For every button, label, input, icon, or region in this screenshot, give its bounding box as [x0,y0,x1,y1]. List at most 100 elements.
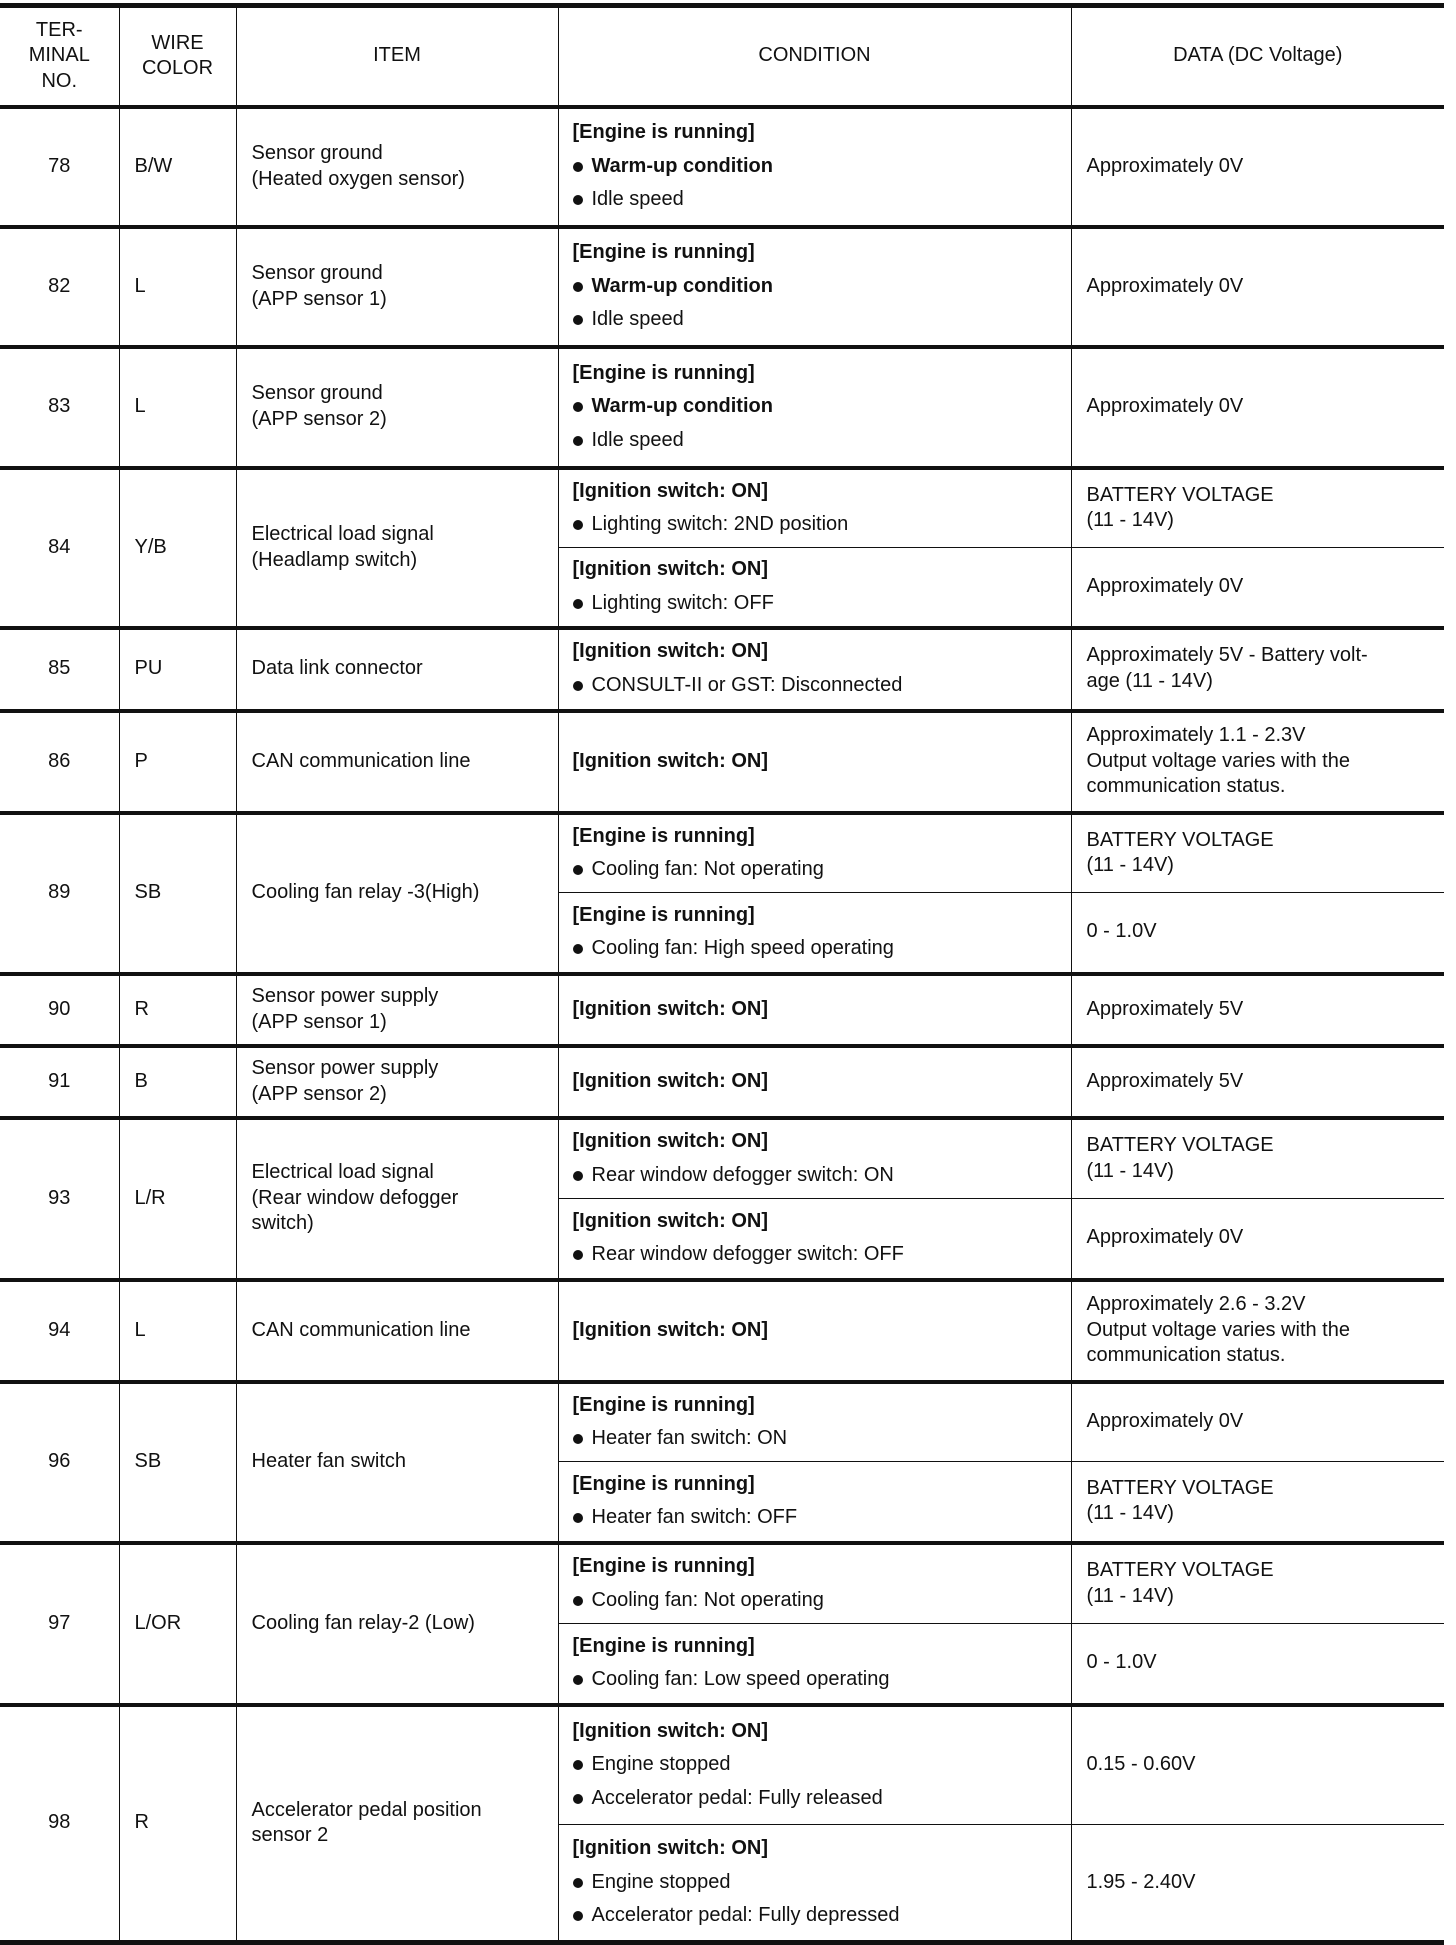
condition-bullet: Rear window defogger switch: OFF [572,1242,1057,1268]
condition-cell: [Engine is running] Warm-up condition Idle… [557,346,1072,468]
wire-color: L/R [118,1117,237,1280]
wire-color: R [118,973,237,1046]
item-description: Cooling fan relay -3(High) [235,812,559,974]
table-row: [Engine is running] Cooling fan: High spe… [0,892,1444,974]
wire-color: L [118,346,237,468]
terminal-no: 78 [0,106,120,227]
condition-cell: [Ignition switch: ON] [557,973,1072,1046]
condition-bullet: Rear window defogger switch: ON [572,1163,1057,1189]
wire-color: L [118,226,237,347]
bullet-icon [572,520,583,531]
item-description: Sensor power supply (APP sensor 1) [235,973,559,1046]
terminal-no: 83 [0,346,120,468]
condition-cell: [Ignition switch: ON] Engine stopped Accel… [558,1824,1072,1943]
condition-header: [Ignition switch: ON] [572,749,769,772]
dc-voltage-data: BATTERY VOLTAGE (11 - 14V) [1070,1542,1444,1624]
condition-header: [Engine is running] [572,1472,755,1495]
bullet-icon [572,1675,583,1686]
dc-voltage-data: Approximately 2.6 - 3.2V Output voltage … [1070,1279,1444,1382]
condition-cell: [Ignition switch: ON] Engine stopped Accel… [557,1704,1072,1825]
bullet-icon [572,1911,583,1922]
condition-header: [Engine is running] [572,1555,755,1578]
dc-voltage-data: Approximately 5V [1070,1045,1444,1118]
dc-voltage-data: Approximately 0V [1070,106,1444,227]
wire-color: R [118,1704,237,1943]
condition-bullet: Warm-up condition [572,394,1057,420]
table-row: 83 L Sensor ground (APP sensor 2) [Engine i… [0,346,1444,468]
terminal-no: 84 [0,467,120,628]
bullet-icon [572,1434,583,1445]
bullet-icon [572,1513,583,1524]
dc-voltage-data: 0.15 - 0.60V [1070,1704,1444,1825]
item-description: Electrical load signal (Headlamp switch) [235,467,559,628]
condition-cell: [Engine is running] Cooling fan: Not oper… [557,1542,1072,1624]
bullet-text: Heater fan switch: OFF [591,1506,798,1529]
bullet-text: Engine stopped [591,1753,731,1776]
dc-voltage-data: Approximately 0V [1070,346,1444,468]
condition-bullet: Cooling fan: High speed operating [572,936,1057,962]
table-row: 91 B Sensor power supply (APP sensor 2) [Ig… [0,1045,1444,1118]
table-row: 78 B/W Sensor ground (Heated oxygen sensor… [0,106,1444,227]
terminal-no: 90 [0,973,120,1046]
bullet-icon [572,1595,583,1606]
table-row: 89 SB Cooling fan relay -3(High) [Engine is… [0,812,1444,974]
wire-color: L [118,1279,237,1382]
bullet-icon [572,1760,583,1771]
item-description: CAN communication line [235,1279,559,1382]
condition-header: [Engine is running] [572,241,755,264]
bullet-text: Cooling fan: Not operating [591,858,824,881]
item-description: Data link connector [235,627,559,711]
condition-bullet: Accelerator pedal: Fully released [572,1786,1057,1812]
condition-header: [Ignition switch: ON] [572,1318,769,1341]
dc-voltage-data: 0 - 1.0V [1070,892,1444,974]
condition-cell: [Ignition switch: ON] [557,1045,1072,1118]
bullet-text: Idle speed [591,308,684,331]
condition-bullet: CONSULT-II or GST: Disconnected [572,673,1057,699]
table-row: 82 L Sensor ground (APP sensor 1) [Engine i… [0,226,1444,347]
condition-header: [Ignition switch: ON] [572,479,769,502]
item-description: Cooling fan relay-2 (Low) [235,1542,559,1705]
dc-voltage-data: 1.95 - 2.40V [1070,1824,1444,1943]
header-item: ITEM [235,5,559,109]
terminal-no: 97 [0,1542,120,1705]
item-description: CAN communication line [235,710,559,813]
item-description: Heater fan switch [235,1381,559,1543]
terminal-no: 94 [0,1279,120,1382]
condition-header: [Ignition switch: ON] [572,1130,769,1153]
bullet-icon [572,195,583,206]
dc-voltage-data: BATTERY VOLTAGE (11 - 14V) [1070,1461,1444,1543]
table-row: 98 R Accelerator pedal position sensor 2 [I… [0,1704,1444,1943]
bullet-icon [572,1877,583,1888]
dc-voltage-data: BATTERY VOLTAGE (11 - 14V) [1070,467,1444,548]
bullet-text: Accelerator pedal: Fully depressed [591,1904,900,1927]
bullet-text: Cooling fan: Low speed operating [591,1668,890,1691]
condition-bullet: Engine stopped [572,1870,1057,1896]
condition-header: [Ignition switch: ON] [572,1837,769,1860]
bullet-text: Lighting switch: 2ND position [591,513,849,536]
condition-cell: [Engine is running] Heater fan switch: OF… [558,1461,1072,1543]
terminal-no: 98 [0,1704,120,1943]
condition-cell: [Ignition switch: ON] [557,710,1072,813]
item-description: Sensor power supply (APP sensor 2) [235,1045,559,1118]
wire-color: Y/B [118,467,237,628]
wire-color: P [118,710,237,813]
bullet-text: Lighting switch: OFF [591,591,774,614]
table-row: 94 L CAN communication line [Ignition switc… [0,1279,1444,1382]
bullet-icon [572,1793,583,1804]
terminal-no: 96 [0,1381,120,1543]
table-row: 93 L/R Electrical load signal (Rear window… [0,1117,1444,1280]
dc-voltage-data: Approximately 0V [1070,1381,1444,1462]
condition-cell: [Engine is running] Cooling fan: High spe… [558,892,1072,974]
bullet-icon [572,161,583,172]
condition-bullet: Warm-up condition [572,154,1057,180]
condition-header: [Ignition switch: ON] [572,558,769,581]
table-row: 86 P CAN communication line [Ignition switc… [0,710,1444,813]
condition-cell: [Engine is running] Warm-up condition Idle… [557,106,1072,227]
terminal-data-table: TER- MINAL NO. WIRE COLOR ITEM CONDITION DAT… [0,3,1444,1945]
condition-cell: [Ignition switch: ON] Rear window defogge… [557,1117,1072,1199]
condition-cell: [Ignition switch: ON] Rear window defogge… [558,1198,1072,1280]
table-row: 85 PU Data link connector [Ignition switch:… [0,627,1444,711]
wire-color: SB [118,1381,237,1543]
dc-voltage-data: 0 - 1.0V [1070,1623,1444,1705]
condition-bullet: Lighting switch: OFF [572,591,1057,617]
